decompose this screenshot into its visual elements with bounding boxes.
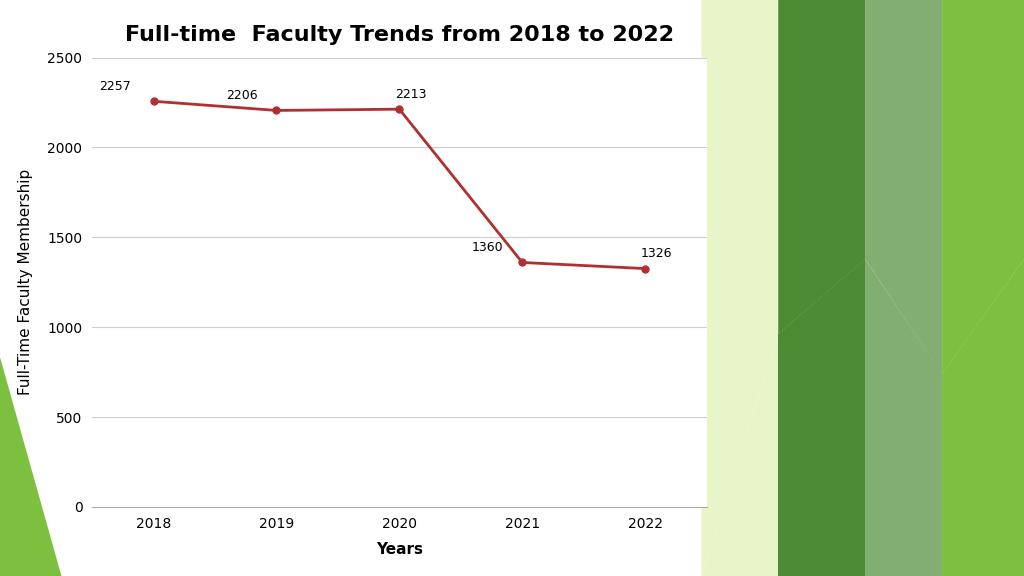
Polygon shape: [942, 0, 1024, 374]
Polygon shape: [701, 334, 778, 576]
Polygon shape: [865, 259, 942, 576]
Polygon shape: [701, 0, 778, 334]
Text: 2213: 2213: [394, 88, 426, 101]
Polygon shape: [865, 0, 942, 374]
Title: Full-time  Faculty Trends from 2018 to 2022: Full-time Faculty Trends from 2018 to 20…: [125, 25, 674, 45]
Polygon shape: [778, 259, 865, 576]
Text: 2206: 2206: [226, 89, 258, 103]
Polygon shape: [0, 357, 61, 576]
Polygon shape: [778, 0, 865, 334]
Text: 1360: 1360: [472, 241, 504, 255]
X-axis label: Years: Years: [376, 541, 423, 557]
Text: 1326: 1326: [640, 248, 672, 260]
Polygon shape: [701, 219, 778, 576]
Polygon shape: [942, 259, 1024, 576]
Text: 2257: 2257: [99, 80, 131, 93]
Y-axis label: Full-Time Faculty Membership: Full-Time Faculty Membership: [18, 169, 34, 395]
